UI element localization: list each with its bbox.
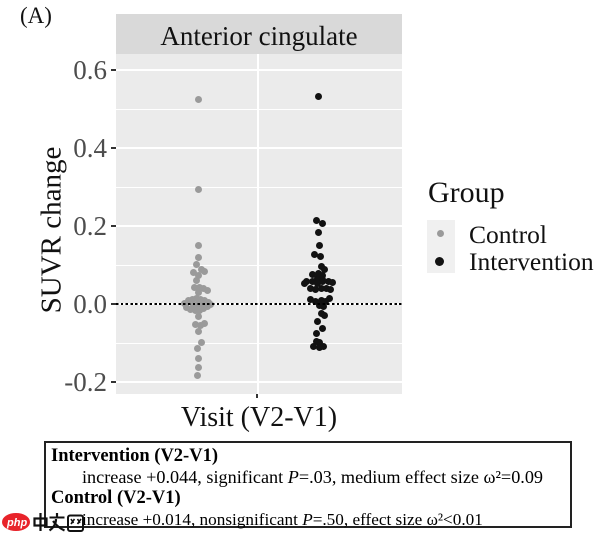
svg-text:php: php [6,517,27,529]
